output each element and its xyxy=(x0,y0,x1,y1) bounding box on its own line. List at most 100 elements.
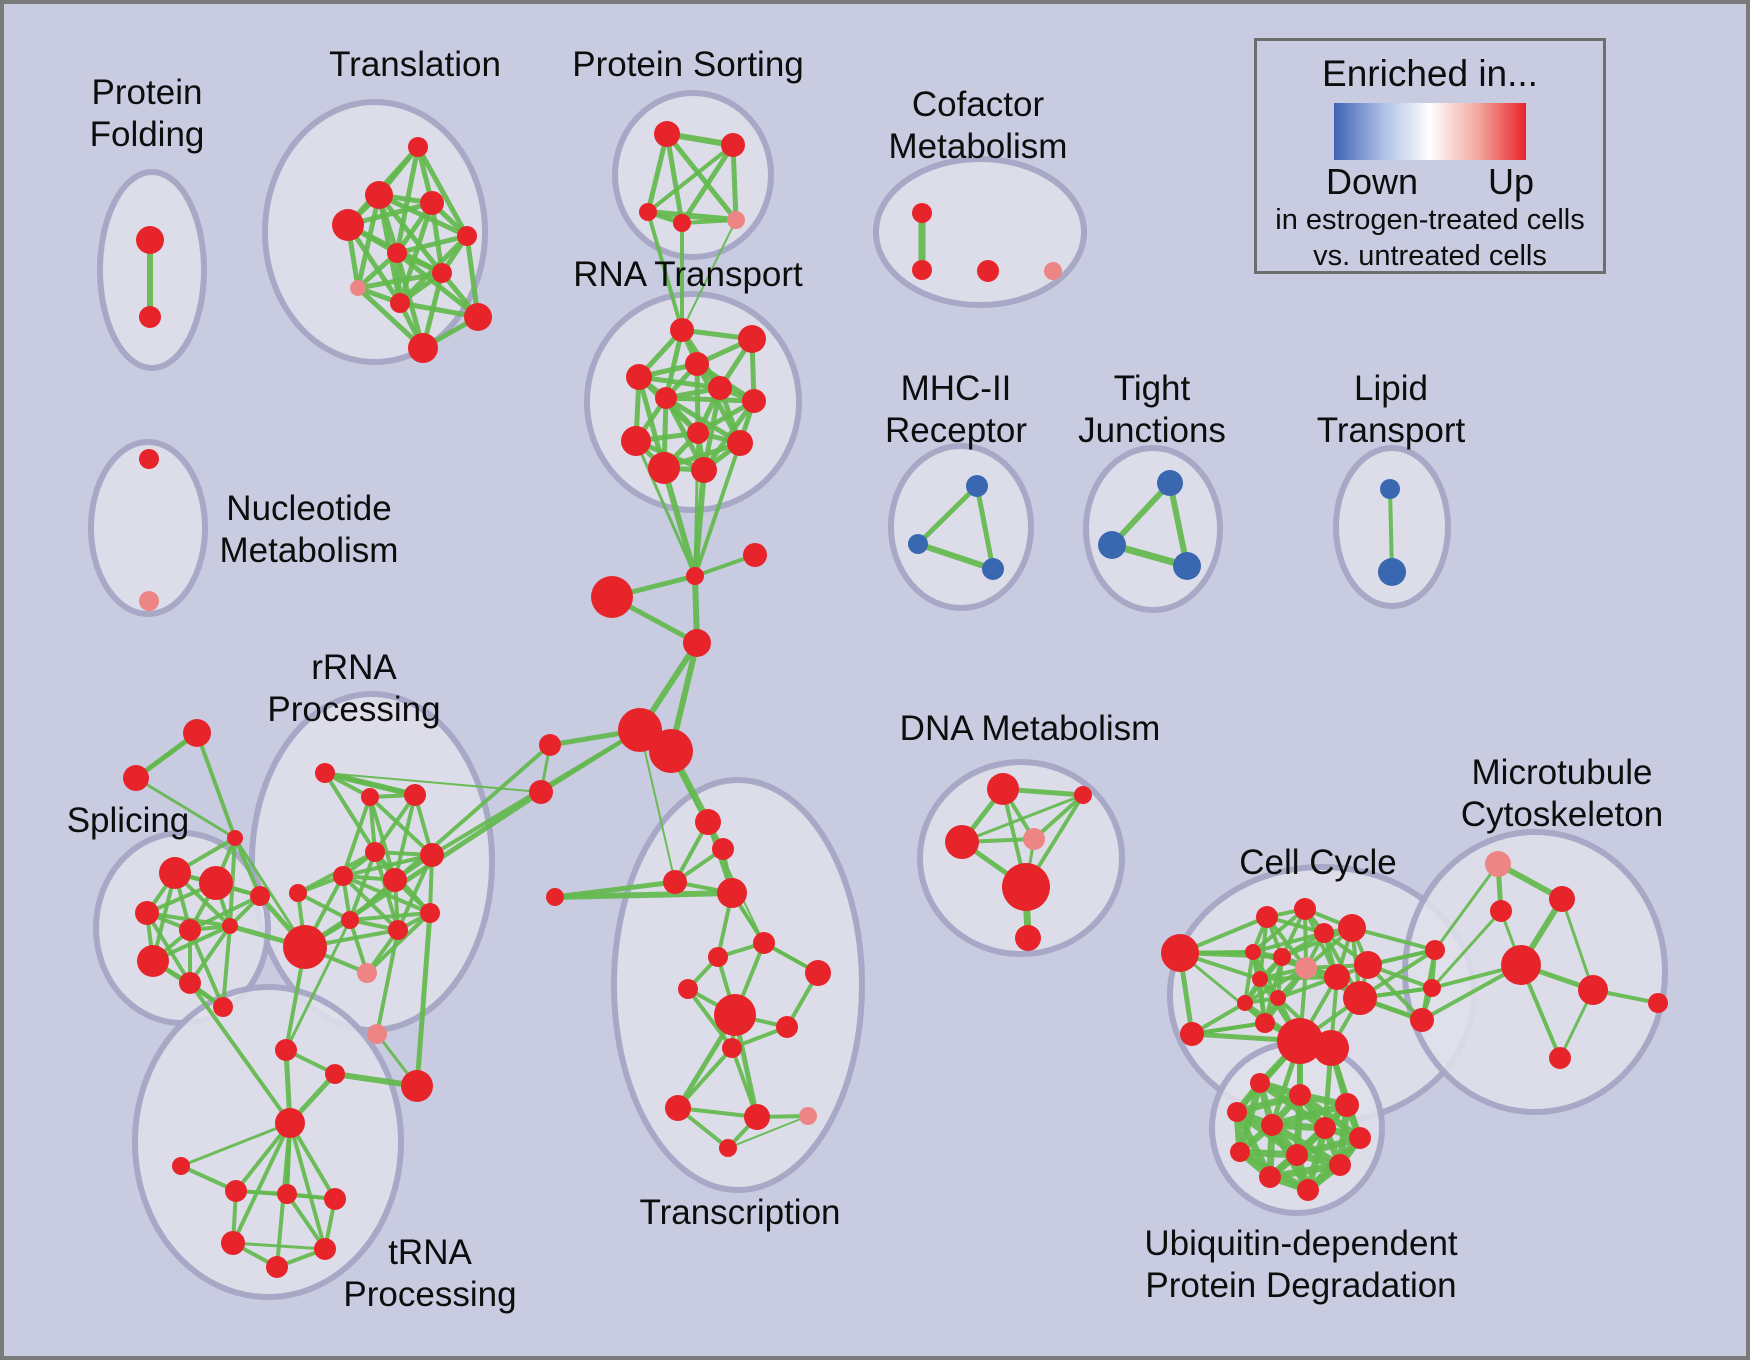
node-splicing-2 xyxy=(227,830,243,846)
node-cell_cycle-13 xyxy=(1270,990,1286,1006)
legend-up-label: Up xyxy=(1487,161,1534,202)
node-translation-4 xyxy=(457,226,477,246)
node-center_hubs-0 xyxy=(686,567,704,585)
node-transcription-12 xyxy=(665,1095,691,1121)
cluster-ellipse-translation xyxy=(262,99,488,365)
edge-ubiquitin xyxy=(1268,1101,1351,1129)
edge-rrna_processing xyxy=(368,795,434,857)
node-rna_transport-5 xyxy=(655,387,677,409)
edge-cell_cycle xyxy=(1251,931,1326,954)
node-rrna_processing-0 xyxy=(315,763,335,783)
node-mhc2_receptor-2 xyxy=(982,558,1004,580)
cluster-label-rrna_processing: Processing xyxy=(267,690,440,729)
edge-mhc2_receptor xyxy=(915,541,996,572)
node-center_hubs-7 xyxy=(529,780,553,804)
link-bridge-rrna_processing xyxy=(375,928,400,1036)
node-nucleotide_metabolism-1 xyxy=(139,591,159,611)
node-rna_transport-8 xyxy=(687,422,709,444)
node-center_hubs-1 xyxy=(743,543,767,567)
node-protein_sorting-3 xyxy=(673,214,691,232)
edge-translation xyxy=(355,270,445,291)
node-ubiquitin-7 xyxy=(1230,1142,1250,1162)
edge-ubiquitin xyxy=(1296,1091,1364,1142)
cluster-label-rrna_processing: rRNA xyxy=(311,648,397,687)
edge-splicing xyxy=(221,924,232,1009)
edge-splicing xyxy=(195,731,237,840)
node-cell_cycle-2 xyxy=(1256,906,1278,928)
node-rrna_processing-4 xyxy=(333,866,353,886)
node-cell_cycle-14 xyxy=(1343,981,1377,1015)
legend-title: Enriched in... xyxy=(1322,53,1538,94)
node-transcription-13 xyxy=(744,1104,770,1130)
edge-ubiquitin xyxy=(1266,1161,1344,1181)
node-rrna_processing-2 xyxy=(404,784,426,806)
node-center_hubs-5 xyxy=(649,729,693,773)
edge-transcription xyxy=(552,890,735,900)
node-protein_folding-0 xyxy=(136,226,164,254)
node-rrna_processing-6 xyxy=(420,843,444,867)
node-transcription-7 xyxy=(805,960,831,986)
node-transcription-9 xyxy=(714,994,756,1036)
edge-protein_sorting xyxy=(664,131,685,226)
edge-cell_cycle xyxy=(1350,926,1437,952)
link-splicing-trna_processing xyxy=(188,981,292,1125)
edge-translation xyxy=(394,233,470,256)
node-splicing-9 xyxy=(179,972,201,994)
node-microtubule-3 xyxy=(1501,945,1541,985)
edge-protein_sorting xyxy=(646,143,735,214)
edge-dna_metabolism xyxy=(960,793,1085,844)
node-tight_junctions-0 xyxy=(1157,470,1183,496)
node-transcription-0 xyxy=(695,809,721,835)
node-dna_metabolism-3 xyxy=(1023,828,1045,850)
node-ubiquitin-0 xyxy=(1250,1073,1270,1093)
node-transcription-4 xyxy=(546,888,564,906)
edge-translation xyxy=(415,144,470,239)
link-protein_sorting-rna_transport xyxy=(646,210,684,332)
node-cell_cycle-18 xyxy=(1425,940,1445,960)
node-transcription-3 xyxy=(717,878,747,908)
node-cell_cycle-10 xyxy=(1354,951,1382,979)
link-center_hubs-transcription xyxy=(639,729,676,883)
cluster-label-nucleotide_metabolism: Nucleotide xyxy=(226,489,391,528)
cluster-label-ubiquitin: Ubiquitin-dependent xyxy=(1144,1224,1458,1263)
edge-rna_transport xyxy=(701,398,757,473)
node-cofactor_metabolism-0 xyxy=(912,203,932,223)
node-trna_processing-1 xyxy=(172,1157,190,1175)
node-protein_sorting-1 xyxy=(721,133,745,157)
link-rrna_processing-center_hubs xyxy=(324,772,542,793)
cluster-label-tight_junctions: Junctions xyxy=(1078,411,1226,450)
edge-cell_cycle xyxy=(1190,1021,1267,1036)
edge-rrna_processing xyxy=(373,793,417,854)
node-rrna_processing-8 xyxy=(341,911,359,929)
link-cell_cycle-microtubule xyxy=(1430,909,1503,990)
edge-splicing xyxy=(188,894,262,932)
node-protein_sorting-0 xyxy=(654,121,680,147)
node-lipid_transport-0 xyxy=(1380,479,1400,499)
cluster-label-nucleotide_metabolism: Metabolism xyxy=(220,531,399,570)
node-ubiquitin-4 xyxy=(1261,1114,1283,1136)
cluster-label-microtubule: Microtubule xyxy=(1472,753,1653,792)
link-bridge-rrna_processing xyxy=(414,910,433,1089)
node-transcription-10 xyxy=(776,1016,798,1038)
node-cell_cycle-7 xyxy=(1273,948,1291,966)
edge-translation xyxy=(355,192,382,291)
cluster-label-ubiquitin: Protein Degradation xyxy=(1145,1266,1456,1305)
edge-rrna_processing xyxy=(341,795,372,878)
node-trna_processing-4 xyxy=(324,1188,346,1210)
node-translation-8 xyxy=(390,293,410,313)
cluster-label-tight_junctions: Tight xyxy=(1114,369,1191,408)
cluster-ellipse-trna_processing xyxy=(132,984,404,1300)
cluster-label-mhc2_receptor: Receptor xyxy=(885,411,1027,450)
node-rna_transport-3 xyxy=(685,352,709,376)
node-protein_sorting-4 xyxy=(727,211,745,229)
node-cell_cycle-6 xyxy=(1245,944,1261,960)
node-microtubule-6 xyxy=(1549,1047,1571,1069)
node-dna_metabolism-4 xyxy=(1002,863,1050,911)
edge-rna_transport xyxy=(663,395,757,404)
edge-rrna_processing xyxy=(393,793,417,882)
node-translation-9 xyxy=(464,303,492,331)
edge-cell_cycle xyxy=(1243,966,1308,1005)
node-bridge-0 xyxy=(275,1039,297,1061)
